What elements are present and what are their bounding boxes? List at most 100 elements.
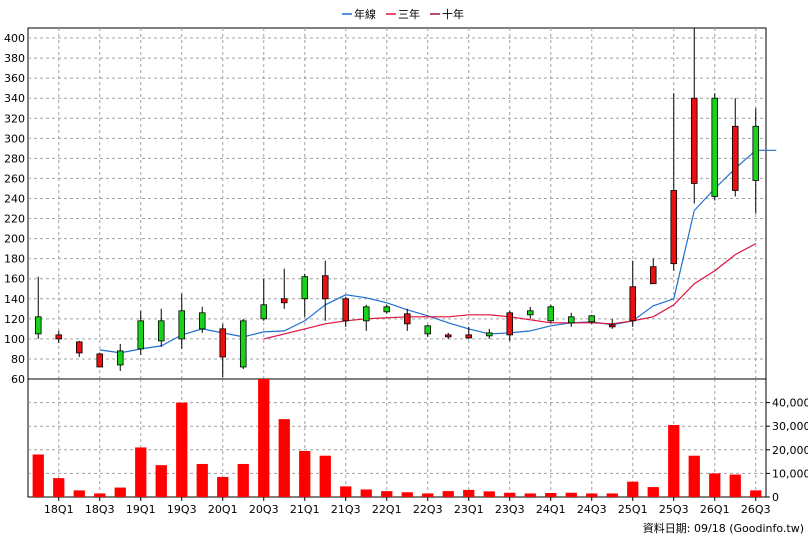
x-tick-label: 18Q3 [85,503,115,516]
volume-tick-label: 20,000 [772,444,808,457]
candle-down [506,312,514,336]
legend-label: 十年 [442,7,464,21]
candle-down [280,298,288,304]
x-tick-label: 20Q1 [208,503,238,516]
candle-down [690,97,698,184]
candle-down [321,275,329,300]
candle-up [178,310,186,340]
price-tick-label: 180 [4,253,25,266]
volume-bar [709,473,721,497]
volume-bar [135,447,147,497]
candle-up [301,276,309,300]
volume-bar [176,402,188,497]
volume-bar [627,481,639,497]
volume-bar [463,489,475,497]
volume-bar [94,493,106,497]
x-tick-label: 23Q1 [454,503,484,516]
x-tick-label: 26Q3 [741,503,771,516]
volume-bar [237,463,249,497]
volume-bar [53,478,65,497]
candle-up [547,306,555,322]
price-tick-label: 260 [4,172,25,185]
volume-bar [258,379,270,497]
price-tick-label: 60 [11,373,25,386]
candle-up [116,350,124,366]
price-tick-label: 340 [4,92,25,105]
volume-tick-label: 10,000 [772,467,808,480]
price-tick-label: 200 [4,233,25,246]
candle-up [567,316,575,324]
x-tick-label: 22Q1 [372,503,402,516]
candle-down [629,286,637,322]
price-tick-label: 320 [4,112,25,125]
volume-bar [217,476,229,497]
volume-bar [319,455,331,497]
candle-up [137,320,145,350]
candle-down [649,266,657,285]
source-note: 資料日期: 09/18 (Goodinfo.tw) [643,521,804,535]
volume-bar [442,491,454,497]
candle-down [608,324,616,328]
volume-plot-area [27,378,767,498]
price-tick-label: 80 [11,353,25,366]
candle-up [260,304,268,320]
volume-bar [668,425,680,497]
candle-up [383,306,391,313]
volume-bar [73,490,85,497]
candle-down [403,313,411,325]
volume-bar [545,492,557,497]
legend: 年線 三年 十年 [342,7,464,21]
volume-bar [114,487,126,497]
price-tick-label: 160 [4,273,25,286]
candle-up [588,315,596,323]
volume-bar [750,490,762,497]
x-tick-label: 21Q3 [331,503,361,516]
price-tick-label: 220 [4,213,25,226]
volume-bar [606,493,618,497]
volume-bar [196,463,208,497]
legend-label: 年線 [354,7,376,21]
candle-down [731,125,739,191]
candle-up [198,312,206,330]
volume-bar [381,491,393,497]
candle-up [711,97,719,197]
candle-down [465,334,473,339]
candle-up [485,332,493,337]
volume-bar [340,486,352,497]
volume-bar [524,493,536,497]
volume-bar [278,419,290,497]
price-tick-label: 360 [4,72,25,85]
volume-panel: 0 10,000 20,000 30,000 40,000 [27,378,808,504]
x-tick-label: 18Q1 [44,503,74,516]
volume-bar [483,491,495,497]
candle-down [444,334,452,338]
x-tick-label: 26Q1 [700,503,730,516]
price-tick-label: 280 [4,152,25,165]
volume-bar [32,454,44,497]
candle-down [342,298,350,322]
price-panel: 60 80 100 120 140 160 180 200 220 240 260 280 300 320… [4,27,777,386]
price-tick-label: 240 [4,192,25,205]
candle-up [362,306,370,322]
x-axis: 18Q1 18Q3 19Q1 19Q3 20Q1 20Q3 21Q1 21Q3 22Q1 22Q3… [44,497,771,516]
candle-down [75,341,83,354]
volume-bar [299,450,311,497]
volume-bar [586,493,598,497]
volume-bar [729,474,741,497]
candle-down [96,353,104,368]
volume-bar [647,487,659,497]
price-tick-label: 120 [4,313,25,326]
price-tick-label: 100 [4,333,25,346]
x-tick-label: 19Q3 [167,503,197,516]
x-tick-label: 24Q1 [536,503,566,516]
candle-up [752,125,760,181]
x-tick-label: 23Q3 [495,503,525,516]
x-tick-label: 24Q3 [577,503,607,516]
volume-tick-label: 30,000 [772,420,808,433]
candle-up [239,320,247,368]
candle-down [219,328,227,358]
x-tick-label: 19Q1 [126,503,156,516]
x-tick-label: 25Q1 [618,503,648,516]
volume-tick-label: 40,000 [772,397,808,410]
